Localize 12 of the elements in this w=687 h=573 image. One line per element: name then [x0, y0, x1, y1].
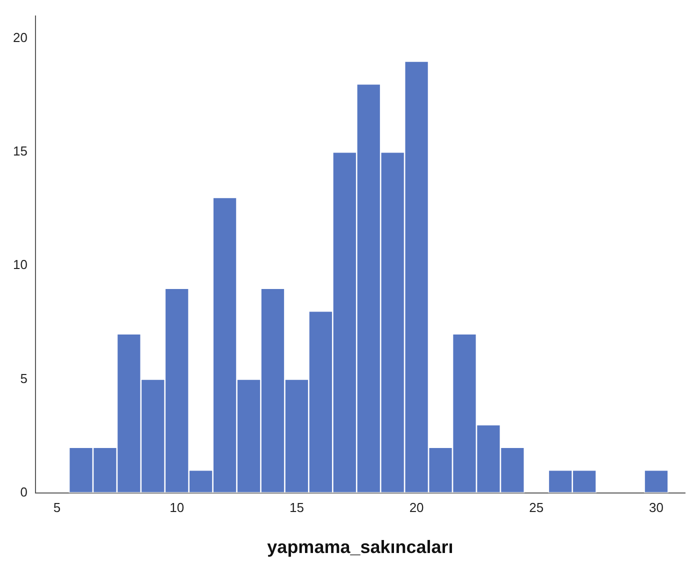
x-tick-label: 30 [649, 500, 664, 516]
y-tick-label: 15 [12, 144, 28, 159]
y-tick-label: 10 [12, 257, 28, 272]
x-tick-label: 20 [409, 500, 424, 516]
x-tick-label: 10 [170, 500, 184, 516]
x-tick-label: 25 [529, 500, 544, 516]
y-tick-label: 5 [20, 370, 28, 386]
x-tick-label: 5 [53, 500, 61, 516]
x-tick-label: 15 [289, 500, 304, 516]
y-tick-label: 0 [20, 484, 28, 500]
y-tick-label: 20 [12, 30, 28, 46]
x-axis-title: yapmama_sakıncaları [267, 537, 454, 558]
